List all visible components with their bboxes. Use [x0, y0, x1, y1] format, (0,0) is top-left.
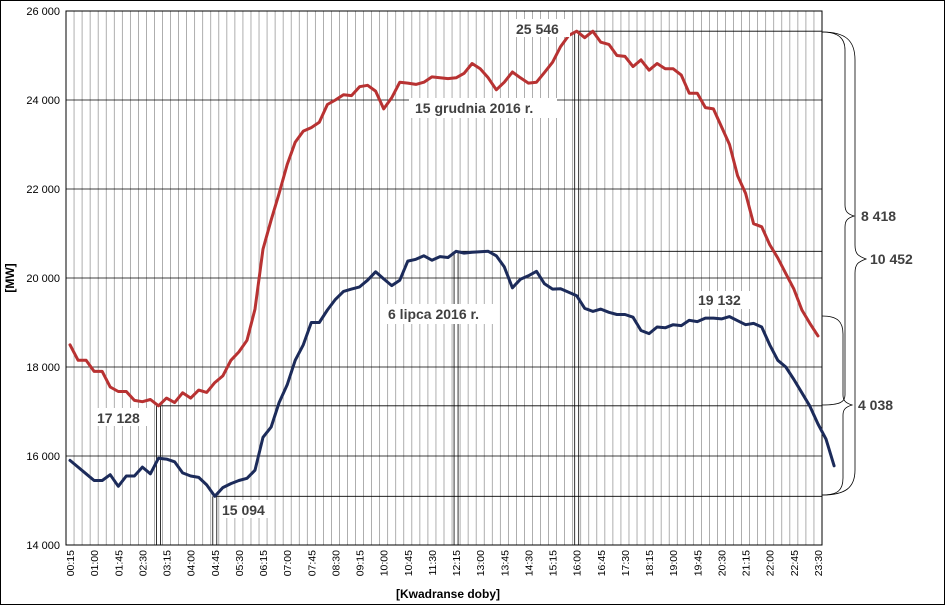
x-tick-label: 11:30 — [427, 550, 439, 576]
x-tick-label: 03:15 — [162, 550, 174, 576]
x-tick-label: 06:15 — [258, 550, 270, 576]
plot-area — [65, 10, 823, 546]
x-tick-label: 20:30 — [716, 550, 728, 576]
x-tick-label: 19:45 — [692, 550, 704, 576]
x-tick-label: 16:00 — [572, 550, 584, 576]
y-axis-ticks: 14 000 16 000 18 000 20 000 22 000 24 000 26 0… — [26, 6, 60, 552]
x-tick-label: 13:45 — [499, 550, 511, 576]
x-tick-label: 16:45 — [596, 550, 608, 576]
x-tick-label: 13:00 — [475, 550, 487, 576]
x-tick-label: 12:15 — [451, 550, 463, 576]
series-line-summer — [68, 249, 836, 498]
x-tick-label: 07:45 — [306, 550, 318, 576]
x-tick-label: 22:00 — [765, 550, 777, 576]
x-tick-label: 14:30 — [523, 550, 535, 576]
x-tick-label: 10:00 — [379, 550, 391, 576]
max-winter-label: 25 546 — [516, 21, 559, 37]
range-between-label: 10 452 — [870, 251, 913, 267]
x-tick-label: 01:00 — [89, 550, 101, 576]
y-tick-label: 20 000 — [26, 273, 60, 285]
x-tick-label: 09:15 — [355, 550, 367, 576]
series-label-winter: 15 grudnia 2016 r. — [415, 100, 533, 116]
y-axis-label: [MW] — [3, 263, 17, 292]
x-tick-label: 01:45 — [113, 550, 125, 576]
y-tick-label: 16 000 — [26, 451, 60, 463]
reference-lines — [156, 30, 822, 545]
y-tick-label: 14 000 — [26, 540, 60, 552]
x-tick-label: 19:00 — [668, 550, 680, 576]
x-axis-label: [Kwadranse doby] — [396, 587, 500, 601]
x-tick-label: 23:30 — [813, 550, 825, 576]
x-tick-label: 02:30 — [137, 550, 149, 576]
x-tick-label: 18:15 — [644, 550, 656, 576]
x-tick-label: 05:30 — [234, 550, 246, 576]
y-tick-label: 22 000 — [26, 184, 60, 196]
y-tick-label: 18 000 — [26, 362, 60, 374]
series-lines — [68, 29, 836, 498]
x-tick-label: 21:15 — [741, 550, 753, 576]
max-summer-label: 19 132 — [698, 292, 741, 308]
series-line-winter — [68, 29, 820, 408]
range-winter-label: 8 418 — [861, 208, 896, 224]
x-tick-label: 10:45 — [403, 550, 415, 576]
x-tick-label: 15:15 — [548, 550, 560, 576]
brace-between — [821, 31, 868, 496]
x-tick-label: 08:30 — [330, 550, 342, 576]
min-summer-label: 15 094 — [222, 502, 265, 518]
x-axis-ticks: 00:15 01:00 01:45 02:30 03:15 04:00 04:45 05:30… — [65, 550, 825, 576]
brace-summer — [821, 315, 854, 496]
x-tick-label: 04:45 — [210, 550, 222, 576]
x-tick-label: 00:15 — [65, 550, 77, 576]
y-tick-label: 26 000 — [26, 6, 60, 18]
series-label-summer: 6 lipca 2016 r. — [388, 306, 479, 322]
x-tick-label: 17:30 — [620, 550, 632, 576]
y-tick-label: 24 000 — [26, 95, 60, 107]
min-winter-label: 17 128 — [97, 410, 140, 426]
range-summer-label: 4 038 — [858, 397, 893, 413]
x-tick-label: 22:45 — [789, 550, 801, 576]
x-tick-label: 04:00 — [186, 550, 198, 576]
x-tick-label: 07:00 — [282, 550, 294, 576]
